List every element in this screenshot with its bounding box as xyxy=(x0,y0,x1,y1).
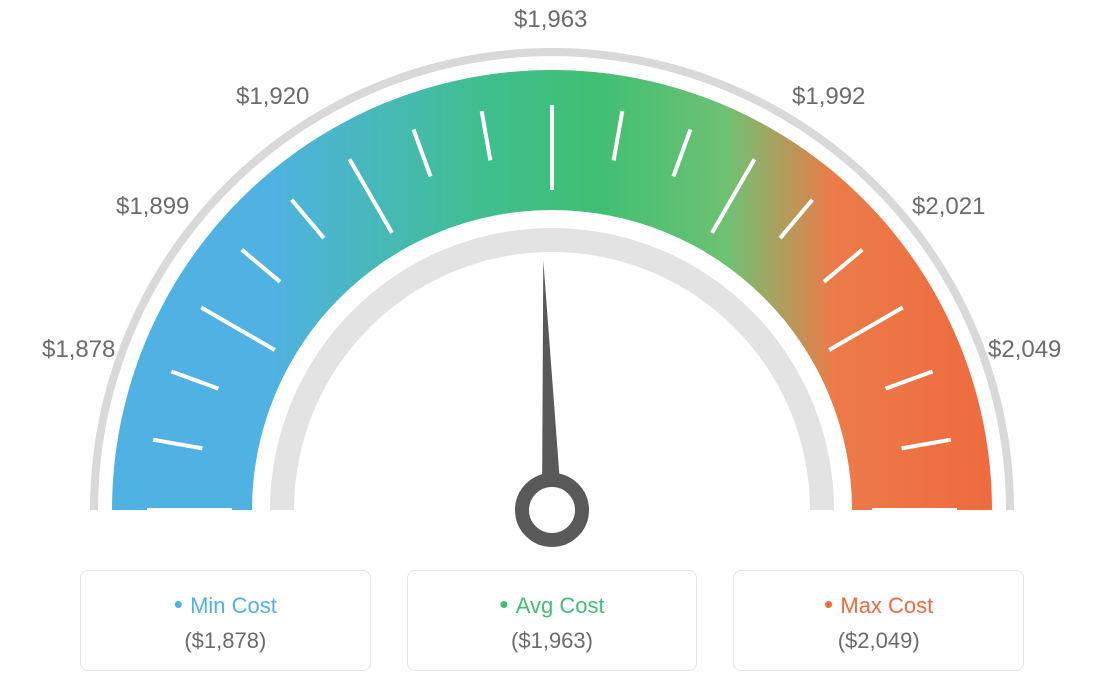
legend-dot-icon: • xyxy=(174,589,190,619)
gauge-label: $1,920 xyxy=(236,83,309,111)
legend-title-text: Max Cost xyxy=(840,593,933,618)
legend-row: • Min Cost ($1,878) • Avg Cost ($1,963) • Ma… xyxy=(0,560,1104,671)
legend-title: • Min Cost xyxy=(91,589,360,620)
gauge-label: $2,021 xyxy=(912,193,985,221)
legend-title-text: Min Cost xyxy=(190,593,277,618)
legend-dot-icon: • xyxy=(824,589,840,619)
legend-value: ($2,049) xyxy=(744,628,1013,654)
legend-title: • Max Cost xyxy=(744,589,1013,620)
legend-card: • Avg Cost ($1,963) xyxy=(407,570,698,671)
legend-dot-icon: • xyxy=(499,589,515,619)
gauge-label: $1,992 xyxy=(792,83,865,111)
legend-card: • Min Cost ($1,878) xyxy=(80,570,371,671)
gauge-chart: $1,878 $1,899 $1,920 $1,963 $1,992 $2,021 $2,0… xyxy=(0,0,1104,560)
legend-value: ($1,963) xyxy=(418,628,687,654)
legend-title: • Avg Cost xyxy=(418,589,687,620)
gauge-label: $1,899 xyxy=(116,193,189,221)
needle-hub xyxy=(522,480,582,540)
gauge-label: $1,963 xyxy=(514,6,587,34)
needle xyxy=(542,260,562,510)
gauge-label: $2,049 xyxy=(988,336,1061,364)
legend-title-text: Avg Cost xyxy=(516,593,605,618)
gauge-svg xyxy=(0,0,1104,560)
legend-card: • Max Cost ($2,049) xyxy=(733,570,1024,671)
gauge-label: $1,878 xyxy=(42,336,115,364)
legend-value: ($1,878) xyxy=(91,628,360,654)
